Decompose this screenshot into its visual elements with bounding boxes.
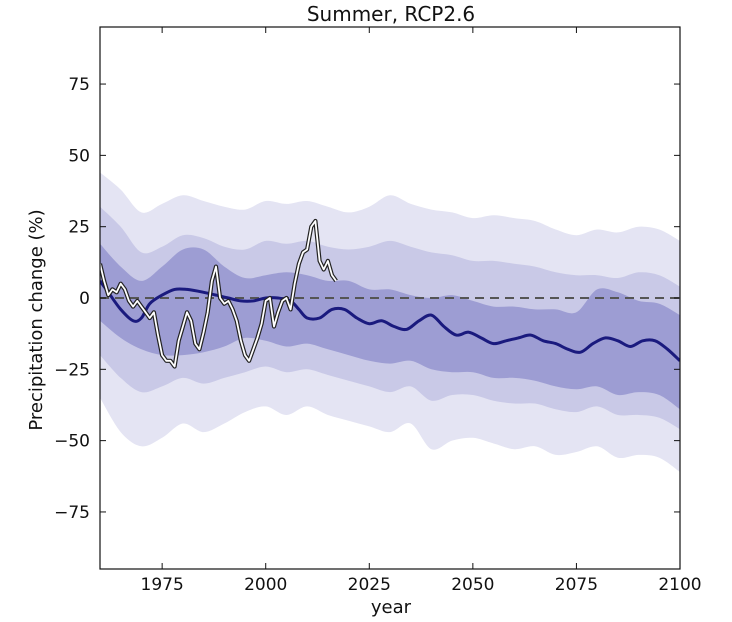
x-tick-label: 2000 xyxy=(244,575,287,595)
x-tick-label: 1975 xyxy=(141,575,184,595)
chart-title: Summer, RCP2.6 xyxy=(307,2,475,26)
x-tick-label: 2025 xyxy=(348,575,391,595)
y-tick-label: 0 xyxy=(79,289,90,309)
band-inner-range xyxy=(100,243,680,410)
x-axis-title: year xyxy=(371,597,412,618)
y-axis-title: Precipitation change (%) xyxy=(26,209,47,430)
x-tick-label: 2100 xyxy=(658,575,701,595)
y-tick-label: 75 xyxy=(68,75,90,95)
observed-line xyxy=(100,220,337,368)
y-tick-label: 25 xyxy=(68,218,90,238)
x-tick-label: 2050 xyxy=(451,575,494,595)
y-tick-label: −25 xyxy=(54,360,90,380)
x-tick-label: 2075 xyxy=(555,575,598,595)
plot-area xyxy=(100,172,680,472)
axes: 1975 2000 2025 2050 2075 2100 −75 −50 −25 0 25 50 75 xyxy=(54,26,702,595)
y-tick-label: −50 xyxy=(54,432,90,452)
median-projection-line xyxy=(100,280,680,362)
y-tick-label: −75 xyxy=(54,503,90,523)
y-tick-label: 50 xyxy=(68,146,90,166)
